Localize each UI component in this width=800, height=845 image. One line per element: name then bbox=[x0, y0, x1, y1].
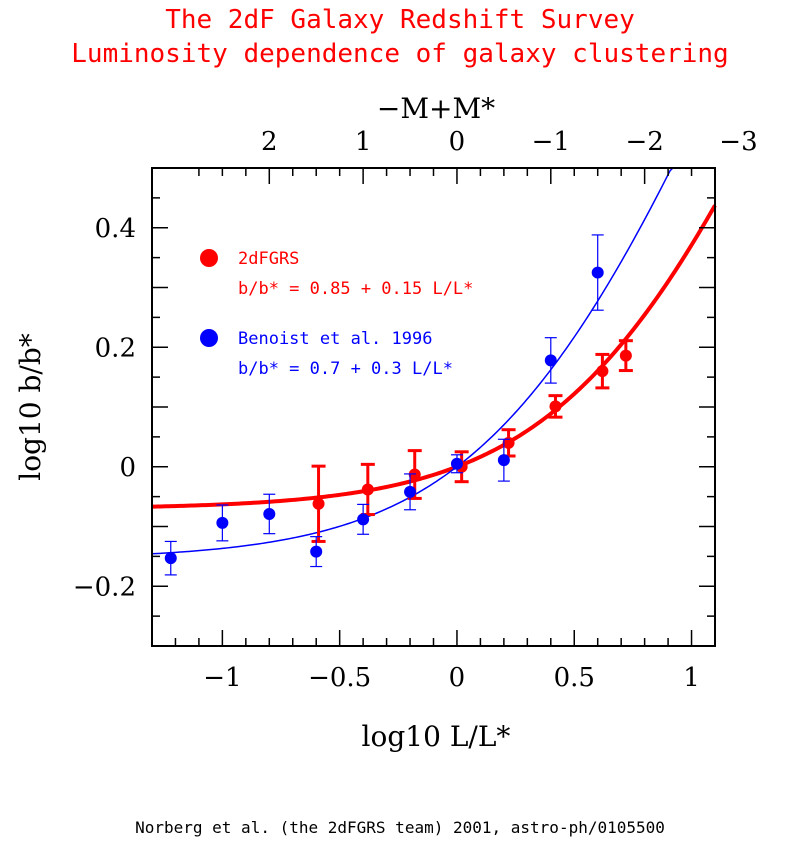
data-point-benoist bbox=[357, 513, 370, 526]
top-tick-label: 1 bbox=[355, 127, 372, 157]
y-axis-label-text: log10 b/b* bbox=[14, 333, 47, 481]
axes: −1 −0.5 0 0.5 1 −0.2 0 0.2 0.4 −3 −2 −1 0 1 2 bbox=[73, 127, 758, 693]
citation-credit: Norberg et al. (the 2dFGRS team) 2001, a… bbox=[135, 818, 665, 837]
legend-fit-benoist: b/b* = 0.7 + 0.3 L/L* bbox=[238, 359, 453, 379]
fit-curve-2dfgrs bbox=[151, 204, 717, 509]
legend-fit-2dfgrs: b/b* = 0.85 + 0.15 L/L* bbox=[238, 279, 473, 299]
y-tick-label: 0.2 bbox=[95, 333, 136, 363]
data-point-2dfgrs bbox=[596, 365, 609, 378]
data-point-benoist bbox=[404, 485, 417, 498]
top-tick-label: 0 bbox=[449, 127, 466, 157]
data-point-benoist bbox=[450, 457, 463, 470]
data-point-benoist bbox=[164, 552, 177, 565]
top-tick-label: −1 bbox=[532, 127, 570, 157]
legend-label-2dfgrs: 2dFGRS bbox=[238, 249, 299, 269]
x-tick-label: −0.5 bbox=[308, 663, 371, 693]
data-point-2dfgrs bbox=[312, 497, 325, 510]
top-axis-label: −M+M* bbox=[377, 92, 495, 125]
data-point-2dfgrs bbox=[619, 349, 632, 362]
legend-marker-2dfgrs bbox=[200, 249, 218, 267]
chart-title-line-1: The 2dF Galaxy Redshift Survey bbox=[165, 5, 635, 35]
top-tick-label: −2 bbox=[625, 127, 663, 157]
legend-marker-benoist bbox=[200, 329, 218, 347]
data-point-benoist bbox=[263, 507, 276, 520]
y-axis-label: log10 b/b* bbox=[14, 333, 47, 481]
top-tick-label: −3 bbox=[719, 127, 757, 157]
chart-title-line-2: Luminosity dependence of galaxy clusteri… bbox=[71, 39, 729, 69]
x-axis-label-text: log10 L/L* bbox=[362, 720, 511, 753]
data-point-benoist bbox=[591, 266, 604, 279]
plot-frame bbox=[151, 167, 716, 647]
x-tick-label: 1 bbox=[683, 663, 700, 693]
y-tick-label: 0 bbox=[119, 453, 136, 483]
data-point-2dfgrs bbox=[361, 483, 374, 496]
legend-label-benoist: Benoist et al. 1996 bbox=[238, 329, 432, 349]
data-point-benoist bbox=[216, 516, 229, 529]
data-point-benoist bbox=[310, 545, 323, 558]
data-point-2dfgrs bbox=[549, 400, 562, 413]
top-tick-label: 2 bbox=[261, 127, 278, 157]
data-point-benoist bbox=[497, 454, 510, 467]
x-tick-label: −1 bbox=[203, 663, 241, 693]
y-tick-label: 0.4 bbox=[95, 214, 136, 244]
x-axis-label: log10 L/L* bbox=[362, 720, 511, 753]
y-tick-label: −0.2 bbox=[73, 572, 136, 602]
data-points bbox=[164, 234, 633, 576]
top-axis-label-text: −M+M* bbox=[377, 92, 495, 125]
x-tick-label: 0.5 bbox=[554, 663, 595, 693]
data-point-benoist bbox=[544, 354, 557, 367]
x-tick-label: 0 bbox=[449, 663, 466, 693]
